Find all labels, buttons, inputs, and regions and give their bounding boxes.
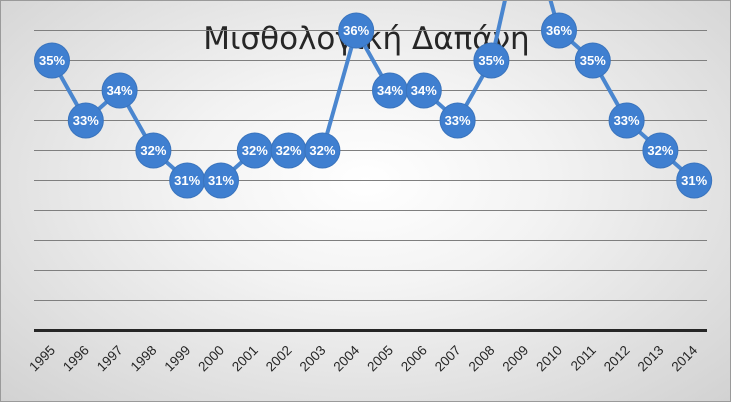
data-point-marker	[67, 102, 104, 139]
data-label: 33%	[73, 113, 99, 128]
data-point-marker	[101, 72, 138, 109]
data-point-marker	[338, 12, 375, 49]
x-tick-label: 2007	[432, 343, 464, 375]
data-point-marker	[642, 132, 679, 169]
data-point-marker	[34, 42, 70, 79]
x-tick-label: 2013	[635, 343, 667, 375]
gridlines	[34, 30, 707, 301]
data-point-marker	[608, 102, 645, 139]
markers	[34, 12, 713, 199]
data-point-marker	[473, 42, 510, 79]
data-label: 32%	[140, 143, 166, 158]
data-label: 35%	[580, 53, 606, 68]
x-tick-label: 2012	[601, 343, 633, 375]
x-tick-label: 2001	[229, 343, 261, 375]
data-label: 31%	[208, 173, 234, 188]
data-point-marker	[574, 42, 611, 79]
data-label: 31%	[174, 173, 200, 188]
data-point-marker	[405, 72, 442, 109]
x-tick-label: 2002	[263, 343, 295, 375]
x-tick-label: 1999	[161, 343, 193, 375]
data-label: 32%	[242, 143, 268, 158]
data-label: 32%	[309, 143, 335, 158]
x-tick-label: 1998	[128, 343, 160, 375]
data-label: 33%	[445, 113, 471, 128]
data-point-marker	[304, 132, 341, 169]
data-point-marker	[203, 162, 239, 199]
x-tick-label: 2006	[398, 343, 430, 375]
x-tick-label: 2008	[466, 343, 498, 375]
data-labels: 35% 33% 34% 32% 31% 31% 32% 32% 32% 36% 34% 34% 33% 3…	[39, 23, 708, 188]
data-label: 36%	[546, 23, 572, 38]
data-label: 34%	[377, 83, 403, 98]
data-label: 34%	[107, 83, 133, 98]
data-point-marker	[676, 162, 713, 199]
data-label: 31%	[681, 173, 707, 188]
data-point-marker	[439, 102, 476, 139]
x-tick-label: 2010	[533, 343, 565, 375]
x-tick-label: 2005	[364, 343, 396, 375]
data-label: 35%	[478, 53, 504, 68]
data-label: 35%	[39, 53, 65, 68]
data-label: 32%	[647, 143, 673, 158]
data-point-marker	[135, 132, 172, 169]
x-tick-label: 1995	[26, 343, 58, 375]
x-tick-label: 2009	[499, 343, 531, 375]
x-tick-labels: 1995 1996 1997 1998 1999 2000 2001 2002 2003 2004…	[26, 342, 700, 374]
x-tick-label: 2004	[330, 342, 362, 374]
data-label: 34%	[411, 83, 437, 98]
x-tick-label: 1997	[94, 343, 126, 375]
data-label: 33%	[614, 113, 640, 128]
data-point-marker	[541, 12, 577, 49]
data-label: 36%	[343, 23, 369, 38]
x-tick-label: 1996	[60, 343, 92, 375]
x-tick-label: 2003	[297, 343, 329, 375]
data-label: 32%	[276, 143, 302, 158]
x-tick-label: 2014	[668, 342, 700, 374]
x-tick-label: 2011	[568, 343, 599, 374]
x-tick-label: 2000	[195, 343, 227, 375]
